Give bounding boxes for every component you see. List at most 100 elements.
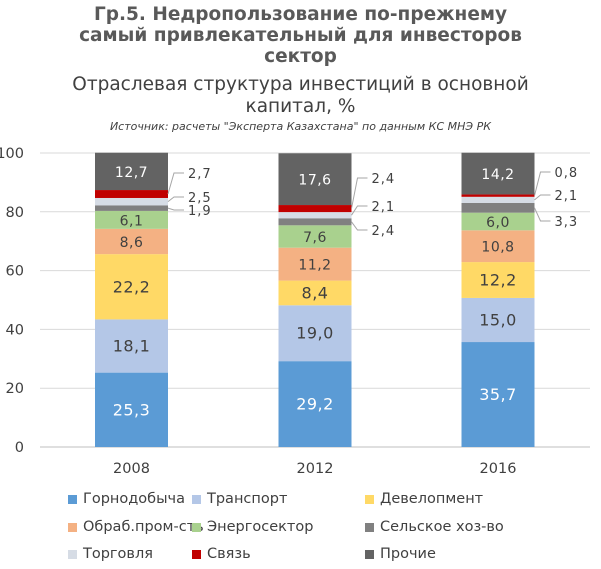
legend-label: Энергосектор [207,519,314,535]
data-label: 14,2 [481,167,514,183]
y-tick-label: 60 [6,264,24,280]
legend-swatch [68,549,77,559]
bar-segment [461,152,535,195]
data-label: 6,1 [120,213,144,229]
y-tick-label: 100 [0,146,24,162]
data-label: 22,2 [113,277,151,296]
data-label: 3,3 [555,215,579,230]
bar-segment [278,225,352,248]
bar-segment [95,254,168,320]
bar-segment [278,205,352,213]
legend-swatch [192,549,201,559]
legend-label: Девелопмент [380,491,484,507]
data-label: 18,1 [113,337,151,356]
legend-item: Горнодобыча [68,491,185,507]
data-label: 2,7 [188,167,212,182]
x-tick-label: 2016 [480,461,517,477]
source-note: Источник: расчеты "Эксперта Казахстана" … [109,120,492,133]
leader-line [167,172,184,195]
data-label: 19,0 [296,324,334,343]
bar-segment [95,205,168,211]
legend-item: Энергосектор [192,519,313,535]
data-label: 2,1 [555,189,579,204]
legend-swatch [68,522,77,532]
legend-swatch [365,494,374,504]
chart-title: Гр.5. Недропользование по-прежнему самый… [0,4,601,67]
leader-line [534,207,551,222]
title-line: Гр.5. Недропользование по-прежнему [93,4,508,25]
bar-segment [95,372,168,447]
legend-item: Сельское хоз-во [365,519,504,535]
y-tick-label: 80 [6,205,24,221]
legend-swatch [192,522,201,532]
bar-segment [461,230,535,263]
x-tick-label: 2008 [113,461,150,477]
bar-segment [461,297,535,343]
bar-segment [278,153,352,206]
plot-area: 0 20 40 60 80 100 25,3 18,1 22,2 8,6 6,1 1,92,5 2,7 1… [0,146,590,477]
data-label: 17,6 [298,173,331,189]
data-label: 29,2 [296,395,334,414]
data-label: 2,4 [372,172,396,187]
bar-segment [278,247,352,281]
leader-line [351,177,368,209]
x-tick-label: 2012 [297,461,334,477]
y-tick-label: 0 [15,440,24,456]
bar-segment [278,305,352,362]
data-label: 0,8 [555,166,579,181]
legend-label: Сельское хоз-во [380,519,504,535]
data-label: 1,9 [188,204,212,219]
subtitle-line: капитал, % [245,96,356,117]
data-label: 35,7 [479,385,517,404]
legend-swatch [192,494,201,504]
y-tick-label: 40 [6,322,24,338]
bar-segment [278,361,352,447]
legend-swatch [365,549,374,559]
legend-item: Связь [192,546,251,562]
subtitle-line: Отраслевая структура инвестиций в основн… [72,74,529,95]
data-label: 15,0 [479,310,517,329]
legend-item: Обраб.пром-сть [68,519,204,535]
bar-segment [461,262,535,298]
y-tick-label: 20 [6,381,24,397]
data-label: 2,5 [188,191,212,206]
bar-segment [95,228,168,255]
legend-label: Транспорт [207,491,288,507]
legend-item: Прочие [365,546,436,562]
legend-label: Обраб.пром-сть [83,519,204,535]
data-label: 2,1 [372,200,396,215]
bar-segment [95,152,168,191]
leader-line [167,207,184,211]
bar-segment [461,212,535,231]
leader-line [167,196,184,203]
bar-segment [461,194,535,197]
leader-line [534,171,551,196]
bar-segment [95,190,168,198]
data-label: 8,4 [302,283,329,302]
bar-segment [278,212,352,219]
data-label: 25,3 [113,400,151,419]
bar-segment [95,210,168,229]
legend-swatch [365,522,374,532]
data-label: 2,4 [372,224,396,239]
leader-line [534,194,551,201]
legend-label: Связь [207,546,251,562]
chart-subtitle: Отраслевая структура инвестиций в основн… [0,74,601,118]
legend-item: Торговля [68,546,153,562]
bar-segment [461,202,535,213]
bar-segment [461,342,535,447]
bar-segment [461,196,535,203]
title-line: сектор [264,46,337,67]
data-label: 12,2 [479,271,517,290]
leader-line [351,205,368,216]
legend-label: Горнодобыча [83,491,186,507]
bar-segment [278,280,352,306]
legend-item: Девелопмент [365,491,483,507]
data-label: 12,7 [115,165,148,181]
bar-segment [95,197,168,206]
data-label: 8,6 [120,235,144,251]
legend-swatch [68,494,77,504]
data-label: 6,0 [486,215,510,231]
title-line: самый привлекательный для инвесторов [79,25,522,46]
